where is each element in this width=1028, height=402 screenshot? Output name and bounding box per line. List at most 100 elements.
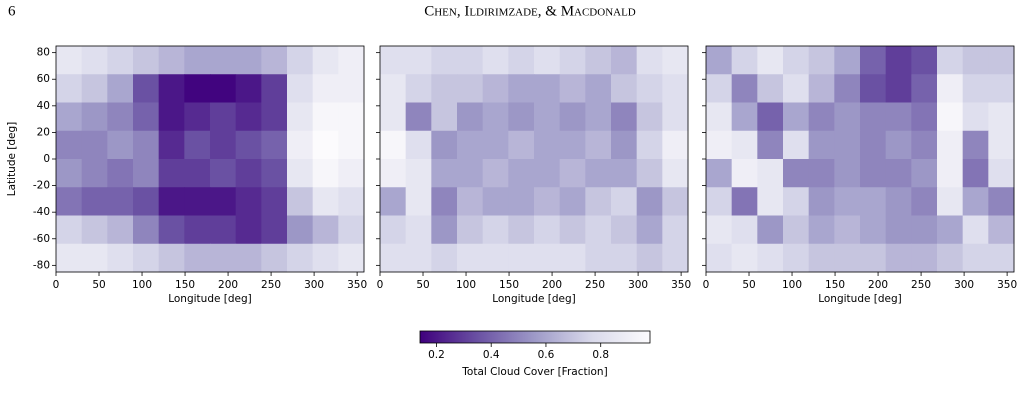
heatmap-cell <box>834 243 861 273</box>
heatmap-cell <box>731 130 758 160</box>
heatmap-cell <box>457 102 484 132</box>
heatmap-cell <box>261 130 288 160</box>
heatmap-cell <box>457 243 484 273</box>
heatmap-cell <box>405 46 432 75</box>
heatmap-cell <box>911 46 938 75</box>
heatmap-cell <box>962 243 989 273</box>
heatmap-cell <box>611 130 638 160</box>
heatmap-cell <box>457 74 484 103</box>
y-tick-label: 40 <box>37 100 50 112</box>
heatmap-cell <box>808 130 835 160</box>
heatmap-cell <box>559 74 586 103</box>
heatmap-cell <box>482 215 509 245</box>
heatmap-cell <box>611 74 638 103</box>
heatmap-cell <box>508 215 535 245</box>
colorbar-label: Total Cloud Cover [Fraction] <box>461 366 607 378</box>
heatmap-cell <box>235 130 262 160</box>
heatmap-cell <box>107 243 134 273</box>
colorbar-tick-label: 0.8 <box>592 349 609 361</box>
heatmap-cell <box>911 215 938 245</box>
heatmap-cell <box>559 215 586 245</box>
heatmap-cell <box>636 130 663 160</box>
heatmap-cell <box>559 130 586 160</box>
heatmap-cell <box>559 159 586 188</box>
heatmap-cell <box>133 130 160 160</box>
heatmap-cell <box>338 159 365 188</box>
heatmap-cell <box>457 159 484 188</box>
heatmap-cell <box>133 215 160 245</box>
heatmap-cell <box>457 46 484 75</box>
x-tick-label: 50 <box>416 279 429 291</box>
heatmap-cell <box>81 215 108 245</box>
heatmap-cell <box>885 215 912 245</box>
heatmap-cell <box>287 187 314 216</box>
heatmap-cell <box>158 243 185 273</box>
heatmap-cell <box>636 187 663 216</box>
heatmap-cell <box>56 130 83 160</box>
heatmap-cell <box>405 187 432 216</box>
heatmap-cell <box>911 130 938 160</box>
heatmap-cell <box>962 74 989 103</box>
heatmap-cell <box>380 102 407 132</box>
heatmap-cell <box>757 187 784 216</box>
heatmap-cell <box>261 46 288 75</box>
heatmap-cell <box>808 215 835 245</box>
heatmap-cell <box>834 130 861 160</box>
heatmap-cell <box>860 130 887 160</box>
heatmap-cell <box>287 46 314 75</box>
heatmap-cell <box>757 215 784 245</box>
heatmap-cell <box>107 102 134 132</box>
heatmap-cell <box>860 243 887 273</box>
heatmap-cell <box>988 130 1015 160</box>
heatmap-cell <box>133 74 160 103</box>
heatmap-cell <box>107 187 134 216</box>
heatmap-cell <box>133 46 160 75</box>
heatmap-cell <box>662 159 689 188</box>
heatmap-cell <box>158 102 185 132</box>
x-tick-label: 350 <box>671 279 691 291</box>
heatmap-cell <box>81 159 108 188</box>
heatmap-cell <box>210 46 237 75</box>
heatmap-cell <box>706 215 733 245</box>
heatmap-cell <box>210 74 237 103</box>
x-tick-label: 150 <box>825 279 845 291</box>
heatmap-cell <box>860 159 887 188</box>
x-tick-label: 300 <box>628 279 648 291</box>
y-tick-label: -60 <box>33 233 50 245</box>
heatmap-cell <box>585 74 612 103</box>
heatmap-cell <box>261 74 288 103</box>
heatmap-cell <box>56 187 83 216</box>
heatmap-cell <box>706 102 733 132</box>
y-tick-label: -20 <box>33 180 50 192</box>
heatmap-cell <box>937 130 964 160</box>
heatmap-cell <box>585 187 612 216</box>
heatmap-cell <box>636 46 663 75</box>
heatmap-cell <box>287 215 314 245</box>
x-tick-label: 350 <box>997 279 1017 291</box>
heatmap-cell <box>431 46 458 75</box>
heatmap-cell <box>338 102 365 132</box>
heatmap-cell <box>885 187 912 216</box>
heatmap-cell <box>611 243 638 273</box>
heatmap-cell <box>731 215 758 245</box>
heatmap-cell <box>534 215 561 245</box>
heatmap-cell <box>885 74 912 103</box>
heatmap-cell <box>534 243 561 273</box>
heatmap-cell <box>860 102 887 132</box>
heatmap-cell <box>235 102 262 132</box>
heatmap-cell <box>885 159 912 188</box>
heatmap-cell <box>808 159 835 188</box>
heatmap-cell <box>783 130 810 160</box>
heatmap-cell <box>81 46 108 75</box>
x-tick-label: 0 <box>377 279 384 291</box>
heatmap-cell <box>184 74 211 103</box>
x-tick-label: 50 <box>92 279 105 291</box>
heatmap-cell <box>834 187 861 216</box>
heatmap-cell <box>482 46 509 75</box>
heatmap-cell <box>210 130 237 160</box>
heatmap-cell <box>662 46 689 75</box>
heatmap-cell <box>911 187 938 216</box>
x-tick-label: 100 <box>782 279 802 291</box>
heatmap-cell <box>988 215 1015 245</box>
heatmap-cell <box>380 130 407 160</box>
